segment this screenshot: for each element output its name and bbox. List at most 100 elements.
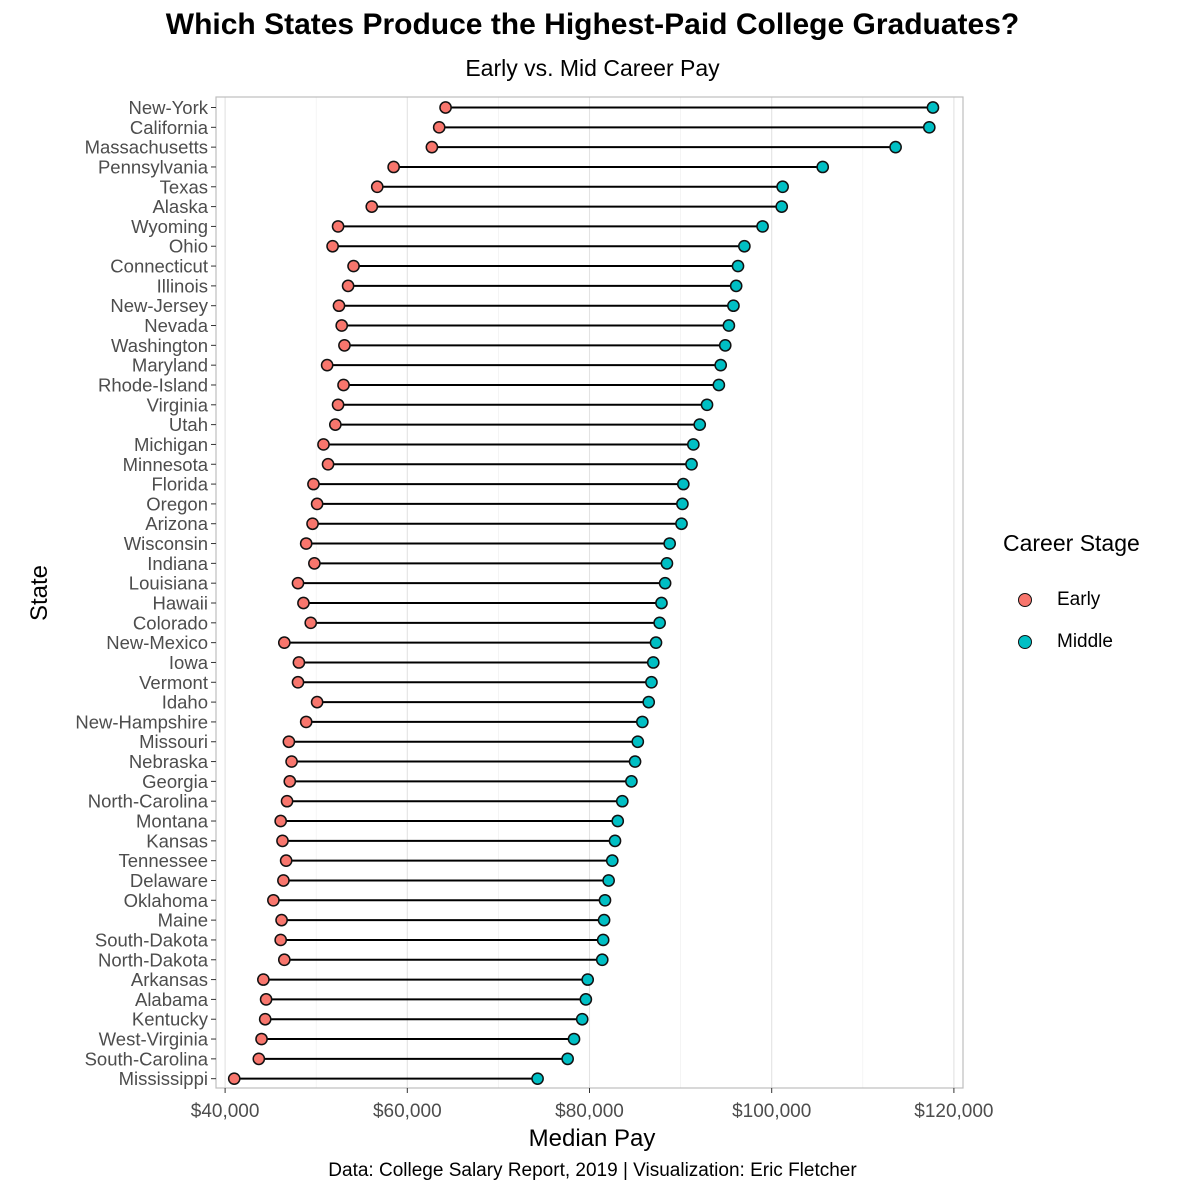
y-tick-label: Louisiana <box>129 573 209 594</box>
early-point <box>439 101 452 114</box>
y-tick-label: Tennessee <box>119 850 208 871</box>
y-tick-label: Wyoming <box>131 216 208 237</box>
early-point <box>274 933 288 947</box>
early-point <box>425 140 439 154</box>
legend-label-early: Early <box>1057 589 1101 610</box>
y-tick-label: Alaska <box>152 196 208 217</box>
early-point <box>282 735 296 749</box>
early-point <box>291 576 305 590</box>
middle-point <box>598 893 612 907</box>
middle-point <box>700 398 714 412</box>
legend-title: Career Stage <box>1003 530 1140 556</box>
y-tick-label: Maine <box>158 910 208 931</box>
y-tick-label: Vermont <box>139 672 208 693</box>
early-point <box>307 477 320 491</box>
y-tick-label: Michigan <box>134 434 208 455</box>
y-tick-label: Kentucky <box>132 1009 209 1030</box>
y-tick-label: South-Carolina <box>85 1048 209 1069</box>
y-tick-label: New-Hampshire <box>75 711 208 732</box>
y-tick-label: Hawaii <box>152 593 208 614</box>
y-tick-label: Virginia <box>147 394 209 415</box>
middle-point <box>567 1032 581 1046</box>
early-point <box>347 259 360 273</box>
y-tick-label: South-Dakota <box>95 929 209 950</box>
middle-point <box>776 180 789 194</box>
y-tick-label: Mississippi <box>119 1068 208 1089</box>
x-tick-label: $80,000 <box>555 1101 624 1122</box>
middle-point <box>611 814 625 828</box>
y-tick-label: Illinois <box>157 275 208 296</box>
x-tick-label: $60,000 <box>373 1101 442 1122</box>
middle-point <box>653 616 666 630</box>
middle-point <box>575 1012 589 1026</box>
early-point <box>370 180 384 194</box>
y-tick-label: Massachusetts <box>85 137 208 158</box>
middle-point <box>615 794 629 808</box>
early-point <box>285 755 298 768</box>
early-point <box>277 636 291 649</box>
middle-point <box>729 279 743 293</box>
grid-lines <box>224 97 955 1088</box>
y-tick-label: New-Mexico <box>106 632 208 653</box>
early-point <box>279 854 293 868</box>
early-point <box>387 160 400 174</box>
y-tick-label: Washington <box>111 335 208 356</box>
x-axis-label: Median Pay <box>529 1125 656 1152</box>
y-tick-label: Connecticut <box>110 256 208 277</box>
middle-point <box>775 200 789 213</box>
middle-point <box>596 933 610 947</box>
legend-item-early: Early <box>1003 579 1140 621</box>
middle-point <box>595 953 609 967</box>
y-tick-label: California <box>130 117 209 138</box>
legend-item-middle: Middle <box>1003 621 1140 663</box>
y-tick-label: New-York <box>128 97 208 118</box>
early-point <box>258 1012 272 1026</box>
middle-point <box>646 656 660 669</box>
early-point <box>331 398 345 412</box>
y-tick-label: New-Jersey <box>110 295 208 316</box>
x-tick-label: $100,000 <box>732 1101 811 1122</box>
points <box>227 101 940 1086</box>
middle-point <box>649 636 663 649</box>
early-point <box>277 953 291 967</box>
middle-point <box>756 220 769 233</box>
early-point <box>365 200 379 213</box>
legend: Career Stage Early Middle <box>1003 530 1140 663</box>
early-point <box>274 814 288 828</box>
early-point <box>338 338 351 352</box>
early-point <box>304 616 318 630</box>
early-point <box>432 120 446 134</box>
middle-point <box>712 378 726 392</box>
early-point <box>328 418 342 431</box>
y-tick-label: Ohio <box>169 236 208 257</box>
middle-point <box>655 596 668 610</box>
y-tick-label: West-Virginia <box>99 1029 209 1050</box>
early-point <box>227 1072 241 1086</box>
early-point <box>320 358 334 372</box>
middle-point <box>605 854 619 868</box>
y-tick-label: Wisconsin <box>124 533 208 554</box>
early-point <box>280 794 294 808</box>
middle-point <box>602 874 615 887</box>
middle-key <box>1018 635 1032 649</box>
middle-point <box>718 338 732 352</box>
x-tick-label: $120,000 <box>914 1101 993 1122</box>
middle-point <box>642 695 656 709</box>
middle-point <box>660 557 674 570</box>
early-point <box>331 220 345 233</box>
middle-point <box>658 576 672 590</box>
early-key <box>1018 593 1032 607</box>
middle-point <box>645 675 658 689</box>
middle-point <box>738 239 751 253</box>
y-tick-label: Arizona <box>145 513 208 534</box>
chart-subtitle: Early vs. Mid Career Pay <box>465 55 720 81</box>
y-tick-label: Nevada <box>144 315 208 336</box>
middle-point <box>685 457 698 471</box>
y-tick-label: Rhode-Island <box>98 374 208 395</box>
early-point <box>299 715 313 729</box>
y-axis-label: State <box>26 565 53 621</box>
middle-point <box>635 715 649 729</box>
x-tick-label: $40,000 <box>191 1101 260 1122</box>
early-point <box>259 993 273 1006</box>
y-tick-label: Montana <box>136 811 209 832</box>
